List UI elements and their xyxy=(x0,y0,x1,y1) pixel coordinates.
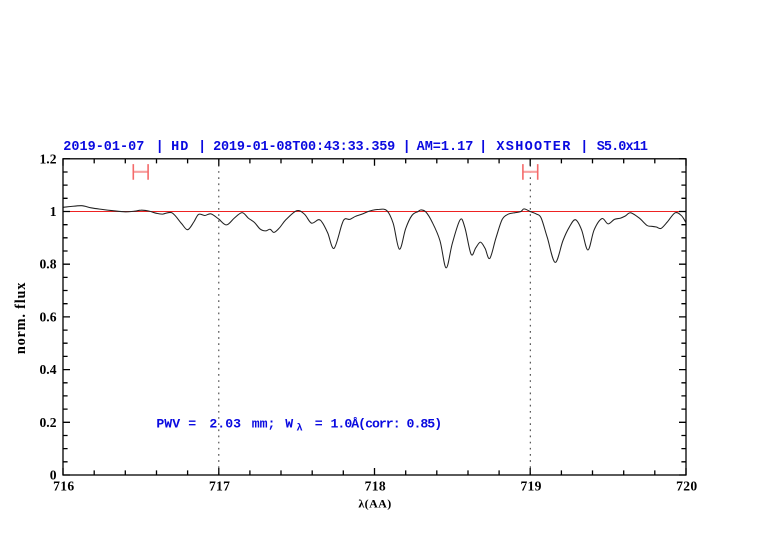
svg-text:716: 716 xyxy=(53,478,74,493)
svg-text:0.2: 0.2 xyxy=(40,415,57,430)
svg-text:718: 718 xyxy=(365,478,386,493)
svg-text:norm. flux: norm. flux xyxy=(13,282,29,354)
svg-text:1.2: 1.2 xyxy=(40,151,57,166)
svg-text:0.6: 0.6 xyxy=(40,309,57,324)
svg-text:719: 719 xyxy=(520,478,541,493)
svg-text:λ(AA): λ(AA) xyxy=(358,496,391,510)
svg-text:2019-01-07|HD|2019-01-08T00:43: 2019-01-07 | HD | 2019-01-08T00:43:33.359 | AM… xyxy=(63,140,648,155)
svg-text:720: 720 xyxy=(676,478,697,493)
svg-text:0.4: 0.4 xyxy=(40,362,57,377)
svg-text:1: 1 xyxy=(50,204,57,219)
svg-text:0: 0 xyxy=(50,468,57,483)
svg-text:0.8: 0.8 xyxy=(40,257,57,272)
svg-text:717: 717 xyxy=(209,478,230,493)
